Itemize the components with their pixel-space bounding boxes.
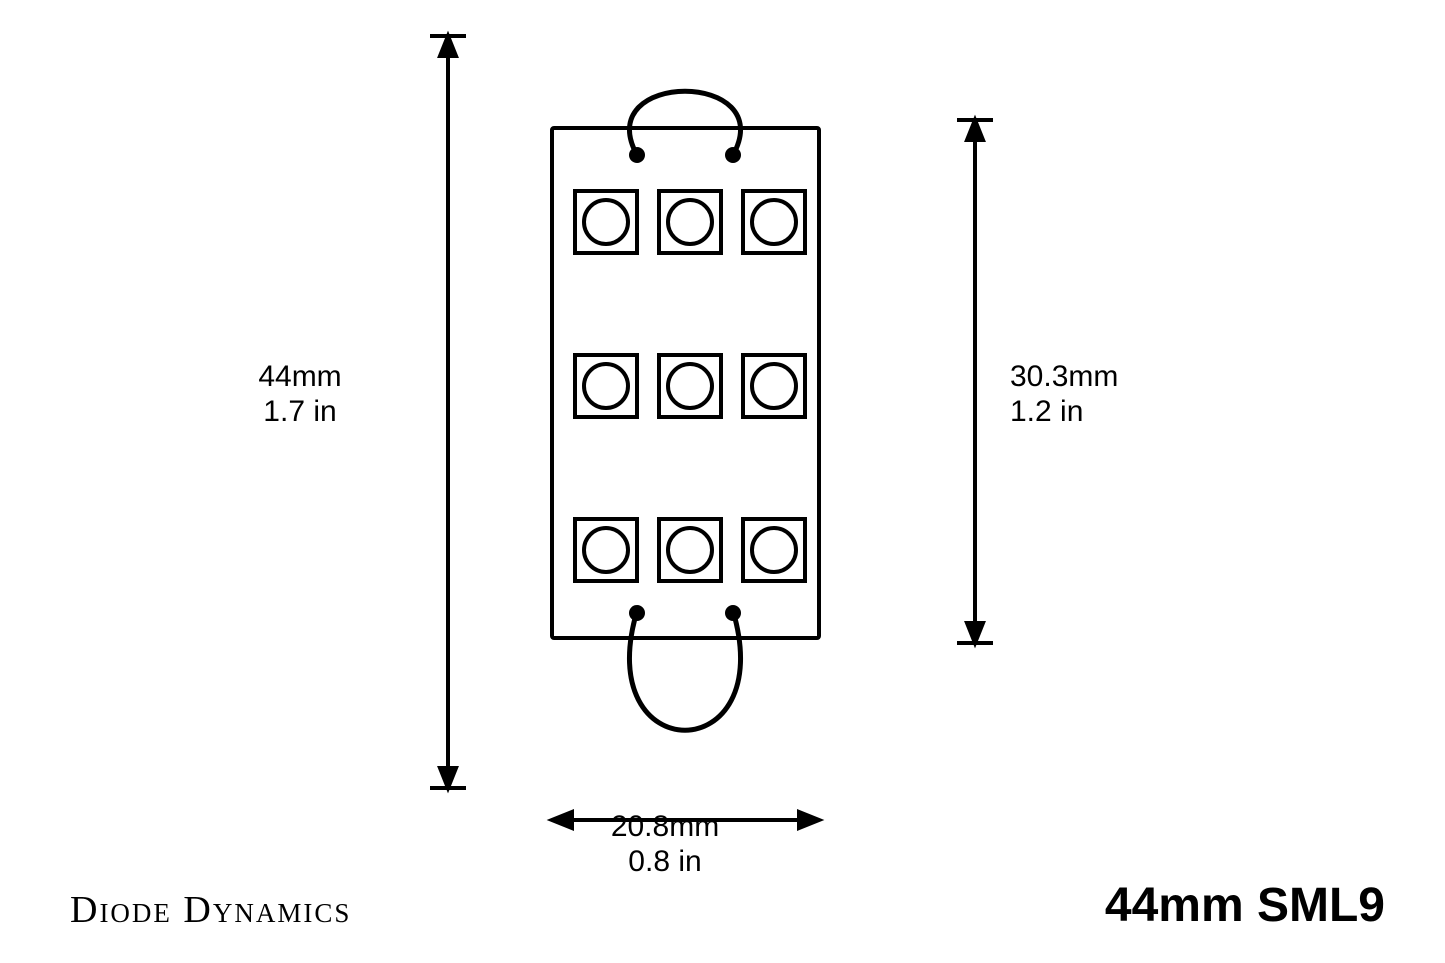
- brand-logo-text: Diode Dynamics: [70, 889, 351, 933]
- top-solder-dot-left: [629, 147, 645, 163]
- dimension-overall-height: [430, 36, 466, 788]
- overall-height-mm: 44mm: [258, 360, 341, 395]
- bottom-solder-dot-left: [629, 605, 645, 621]
- bottom-solder-dot-right: [725, 605, 741, 621]
- technical-drawing: [0, 0, 1445, 963]
- led-grid: [575, 191, 805, 581]
- board-width-in: 0.8 in: [628, 845, 701, 880]
- overall-height-in: 1.7 in: [263, 395, 336, 430]
- board-width-mm: 20.8mm: [611, 810, 719, 845]
- board-height-mm: 30.3mm: [1010, 360, 1118, 395]
- board-height-in: 1.2 in: [1010, 395, 1083, 430]
- product-name: 44mm SML9: [1105, 878, 1385, 933]
- dimension-board-height: [957, 120, 993, 643]
- top-solder-dot-right: [725, 147, 741, 163]
